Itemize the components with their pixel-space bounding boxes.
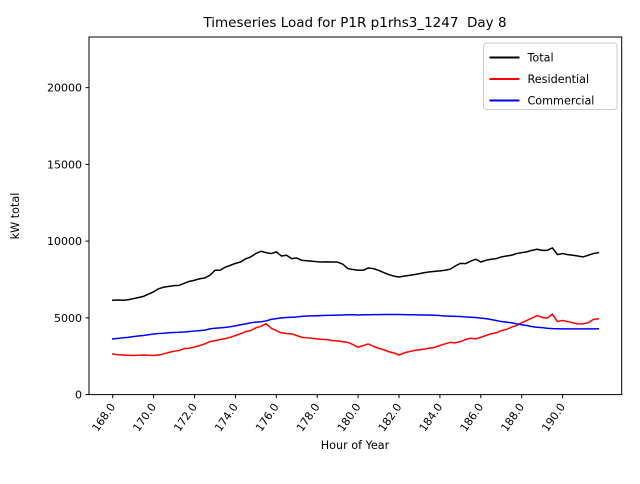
x-tick-label: 182.0	[376, 401, 405, 434]
y-tick-label: 15000	[47, 158, 82, 171]
chart-title: Timeseries Load for P1R p1rhs3_1247 Day …	[202, 15, 506, 31]
y-tick-label: 5000	[54, 312, 82, 325]
x-tick-label: 174.0	[212, 401, 241, 434]
x-tick-label: 176.0	[253, 401, 282, 434]
legend-label: Total	[527, 52, 554, 65]
y-tick-label: 20000	[47, 82, 82, 95]
series-line-total	[111, 247, 600, 301]
series-line-residential	[111, 313, 600, 357]
x-tick-label: 180.0	[335, 401, 364, 434]
x-tick-label: 172.0	[171, 401, 200, 434]
x-tick-label: 168.0	[89, 401, 118, 434]
y-tick-label: 0	[75, 389, 82, 402]
x-tick-label: 186.0	[458, 401, 487, 434]
legend: Total Residential Commercial	[483, 42, 618, 110]
axis-ticks: 0 5000 10000 15000 20000 168.0 170.0 172.0 174.0…	[47, 82, 568, 434]
x-tick-label: 170.0	[130, 401, 159, 434]
x-tick-label: 190.0	[539, 401, 568, 434]
x-tick-label: 184.0	[417, 401, 446, 434]
x-axis-label: Hour of Year	[321, 439, 390, 452]
x-tick-label: 188.0	[498, 401, 527, 434]
y-axis-label: kW total	[9, 193, 22, 240]
legend-label: Residential	[528, 73, 590, 86]
legend-label: Commercial	[528, 95, 595, 108]
plot-border	[88, 36, 623, 396]
data-series	[111, 247, 600, 357]
legend-box	[483, 42, 618, 110]
y-tick-label: 10000	[47, 235, 82, 248]
series-line-commercial	[111, 313, 600, 340]
x-tick-label: 178.0	[294, 401, 323, 434]
